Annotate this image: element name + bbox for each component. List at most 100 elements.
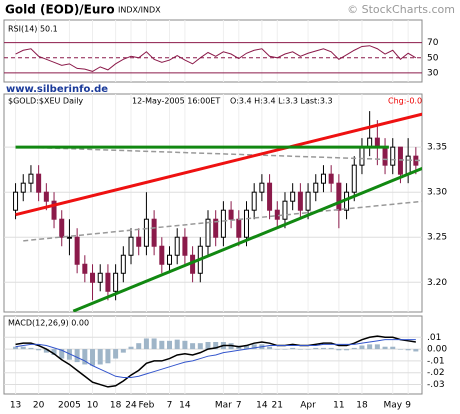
candle-body [305, 191, 311, 211]
histogram-bar [290, 347, 296, 350]
candle-body [13, 191, 19, 211]
trend-line [23, 200, 422, 242]
x-tick-label: 14 [256, 401, 268, 411]
candle-body [51, 200, 57, 220]
symbol: $GOLD:$XEU Daily [8, 97, 83, 106]
histogram-bar [328, 347, 334, 350]
histogram-bar [66, 349, 72, 360]
candle-body [236, 218, 242, 238]
exchange: INDX/INDX [118, 6, 161, 15]
histogram-bar [344, 349, 350, 351]
candle-body [74, 236, 80, 265]
histogram-bar [413, 349, 419, 352]
y-tick-label: 30 [427, 68, 439, 78]
histogram-bar [397, 349, 403, 350]
candle-body [328, 173, 334, 184]
histogram-bar [143, 338, 149, 350]
candle-body [228, 209, 234, 220]
histogram-bar [136, 343, 142, 350]
histogram-bar [51, 349, 57, 355]
x-tick-label: 21 [272, 401, 283, 411]
y-tick-label: -.03 [427, 380, 445, 390]
copyright: © StockCharts.com [347, 3, 455, 16]
histogram-bar [159, 340, 165, 350]
candle-body [220, 209, 226, 238]
histogram-bar [36, 349, 42, 351]
candle-body [259, 182, 265, 193]
signal-line [15, 339, 416, 378]
trend-line [23, 146, 422, 162]
histogram-bar [297, 349, 303, 350]
histogram-bar [305, 349, 311, 350]
candle-body [28, 173, 34, 184]
y-tick-label: 3.35 [427, 143, 447, 153]
y-tick-label: 3.25 [427, 233, 447, 243]
histogram-bar [359, 345, 365, 350]
candle-body [151, 218, 157, 247]
x-tick-label: 11 [333, 401, 344, 411]
histogram-bar [197, 343, 203, 350]
x-tick-label: Feb [138, 401, 154, 411]
histogram-bar [13, 346, 19, 350]
histogram-bar [313, 347, 319, 350]
candle-body [182, 236, 188, 256]
candle-body [382, 146, 388, 166]
x-tick-label: 18 [110, 401, 122, 411]
candle-body [267, 182, 273, 211]
y-tick-label: 3.20 [427, 278, 447, 288]
histogram-bar [282, 349, 288, 350]
candle-body [128, 236, 134, 256]
trend-line [72, 166, 422, 312]
histogram-bar [251, 344, 257, 350]
histogram-bar [390, 346, 396, 350]
histogram-bar [43, 349, 49, 353]
y-tick-label: .01 [427, 333, 441, 343]
candle-body [274, 209, 280, 220]
candle-body [90, 272, 96, 283]
y-tick-label: 3.30 [427, 188, 447, 198]
rsi-label: RSI(14) 50.1 [8, 25, 58, 34]
histogram-bar [28, 347, 34, 350]
candle-body [136, 236, 142, 247]
histogram-bar [105, 349, 111, 364]
candle-body [167, 254, 173, 265]
x-tick-label: 20 [33, 401, 45, 411]
histogram-bar [174, 339, 180, 350]
histogram-bar [90, 349, 96, 366]
x-tick-label: 9 [405, 401, 411, 411]
candle-body [320, 173, 326, 184]
candle-body [405, 155, 411, 175]
candle-body [351, 164, 357, 193]
histogram-bar [113, 349, 119, 359]
candle-body [390, 146, 396, 166]
y-tick-label: -.01 [427, 356, 445, 366]
x-tick-label: 2005 [58, 401, 81, 411]
histogram-bar [382, 346, 388, 350]
trend-line [15, 112, 422, 217]
histogram-bar [97, 349, 103, 365]
histogram-bar [74, 349, 80, 363]
y-tick-label: 0.00 [427, 345, 447, 355]
x-tick-label: May [383, 401, 402, 411]
candle-body [97, 272, 103, 283]
histogram-bar [213, 342, 219, 350]
date: 12-May-2005 16:00ET [132, 97, 220, 106]
y-tick-label: -.02 [427, 368, 445, 378]
x-tick-label: Mar [215, 401, 232, 411]
rsi-line [15, 45, 417, 72]
x-tick-label: 18 [356, 401, 368, 411]
candle-body [59, 218, 65, 238]
y-tick-label: 70 [427, 38, 439, 48]
candle-body [66, 236, 72, 239]
macd-label: MACD(12,26,9) 0.00 [8, 319, 89, 328]
candle-body [113, 272, 119, 292]
x-tick-label: 24 [125, 401, 137, 411]
histogram-bar [274, 349, 280, 350]
histogram-bar [128, 346, 134, 350]
watermark: www.silberinfo.de [6, 84, 108, 95]
histogram-bar [151, 338, 157, 350]
candle-body [120, 254, 126, 274]
histogram-bar [182, 340, 188, 350]
candle-body [290, 191, 296, 202]
